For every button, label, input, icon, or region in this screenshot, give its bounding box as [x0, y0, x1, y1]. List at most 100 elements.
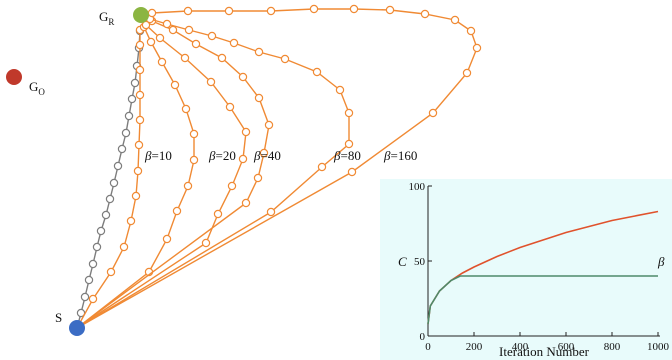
trajectory-waypoint	[207, 31, 217, 41]
goal-other-label: GO	[29, 79, 45, 97]
trajectory-waypoint	[135, 65, 145, 75]
trajectory-line	[76, 30, 141, 329]
trajectory-waypoint	[229, 38, 239, 48]
trajectory-waypoint	[147, 8, 157, 18]
trajectory-waypoint	[101, 210, 111, 220]
trajectory-waypoint	[312, 67, 322, 77]
trajectory-waypoint	[238, 72, 248, 82]
trajectory-waypoint	[206, 77, 216, 87]
beta-label-20: β=20	[208, 148, 236, 163]
trajectory-waypoint	[466, 26, 476, 36]
series-beta-label: β	[657, 254, 665, 269]
trajectory-beta-160	[76, 4, 482, 329]
inset-ticks: 0 200 400 600 800 1000 0 50 100	[409, 181, 670, 353]
trajectory-waypoint	[130, 78, 140, 88]
x-tick-label: 800	[604, 341, 621, 353]
trajectory-waypoint	[344, 108, 354, 118]
trajectory-line	[76, 20, 270, 329]
trajectory-waypoint	[191, 39, 201, 49]
trajectory-waypoint	[141, 20, 151, 30]
trajectory-waypoint	[253, 173, 263, 183]
beta-label-80: β=80	[333, 148, 361, 163]
trajectory-waypoint	[385, 5, 395, 15]
trajectory-waypoint	[254, 47, 264, 57]
x-tick-label: 1000	[647, 341, 670, 353]
y-tick-label: 100	[409, 181, 426, 193]
trajectory-waypoint	[172, 206, 182, 216]
trajectory-waypoint	[472, 43, 482, 53]
trajectory-waypoint	[462, 68, 472, 78]
trajectory-waypoint	[259, 148, 269, 158]
inset-series	[427, 210, 659, 325]
trajectory-waypoint	[162, 19, 172, 29]
goal-robot-point	[133, 7, 149, 23]
trajectory-waypoint	[124, 111, 134, 121]
trajectory-waypoint	[119, 242, 129, 252]
start-label: S	[55, 310, 62, 325]
trajectory-waypoint	[241, 127, 251, 137]
trajectory-line	[76, 24, 247, 329]
goal-robot-label: GR	[99, 9, 114, 27]
trajectory-waypoint	[133, 166, 143, 176]
beta-label-160: β=160	[383, 148, 417, 163]
trajectory-beta-10	[76, 25, 145, 329]
trajectory-waypoint	[155, 33, 165, 43]
x-tick-label: 200	[466, 341, 483, 353]
trajectory-waypoint	[181, 104, 191, 114]
trajectory-waypoint	[88, 294, 98, 304]
trajectory-waypoint	[347, 167, 357, 177]
y-axis-label: C	[398, 254, 407, 269]
trajectory-waypoint	[134, 140, 144, 150]
trajectory-waypoint	[266, 207, 276, 217]
goal-other-point	[6, 69, 22, 85]
trajectory-waypoint	[183, 6, 193, 16]
beta-label-10: β=10	[144, 148, 172, 163]
x-tick-label: 400	[512, 341, 529, 353]
trajectory-waypoint	[280, 54, 290, 64]
trajectory-waypoint	[227, 181, 237, 191]
y-tick-label: 0	[420, 331, 426, 343]
trajectory-waypoint	[157, 57, 167, 67]
trajectory-waypoint	[135, 115, 145, 125]
trajectory-waypoint	[109, 178, 119, 188]
trajectory-waypoint	[238, 154, 248, 164]
trajectory-waypoint	[317, 162, 327, 172]
trajectory-waypoint	[189, 155, 199, 165]
y-tick-label: 50	[414, 256, 426, 268]
trajectory-waypoint	[189, 129, 199, 139]
trajectory-waypoint	[266, 6, 276, 16]
trajectory-waypoint	[84, 275, 94, 285]
trajectory-waypoint	[450, 15, 460, 25]
trajectory-waypoint	[105, 194, 115, 204]
trajectory-waypoint	[183, 181, 193, 191]
trajectory-waypoint	[117, 144, 127, 154]
trajectory-line	[76, 18, 350, 329]
trajectory-beta-160	[76, 14, 354, 329]
trajectory-waypoint	[184, 25, 194, 35]
trajectory-waypoint	[428, 108, 438, 118]
trajectory-waypoint	[135, 90, 145, 100]
trajectory-waypoint	[106, 267, 116, 277]
trajectory-waypoint	[335, 85, 345, 95]
trajectory-waypoint	[213, 209, 223, 219]
trajectory-waypoint	[420, 9, 430, 19]
trajectory-waypoint	[121, 128, 131, 138]
series-beta	[427, 275, 658, 325]
trajectory-waypoint	[135, 40, 145, 50]
trajectory-waypoint	[88, 259, 98, 269]
inset-chart: 0 200 400 600 800 1000 0 50 100 C Iteration Numb…	[380, 179, 672, 360]
trajectory-waypoint	[131, 191, 141, 201]
trajectory-waypoint	[217, 53, 227, 63]
trajectory-waypoint	[264, 120, 274, 130]
trajectory-beta-80	[76, 16, 274, 329]
trajectory-waypoint	[309, 4, 319, 14]
x-tick-label: 600	[558, 341, 575, 353]
beta-labels: β=10 β=20 β=40 β=80 β=160	[144, 148, 417, 163]
trajectory-beta-40	[76, 20, 251, 329]
trajectory-waypoint	[201, 238, 211, 248]
trajectory-waypoint	[225, 102, 235, 112]
trajectory-waypoint	[162, 234, 172, 244]
trajectory-waypoint	[349, 4, 359, 14]
trajectory-waypoint	[113, 161, 123, 171]
